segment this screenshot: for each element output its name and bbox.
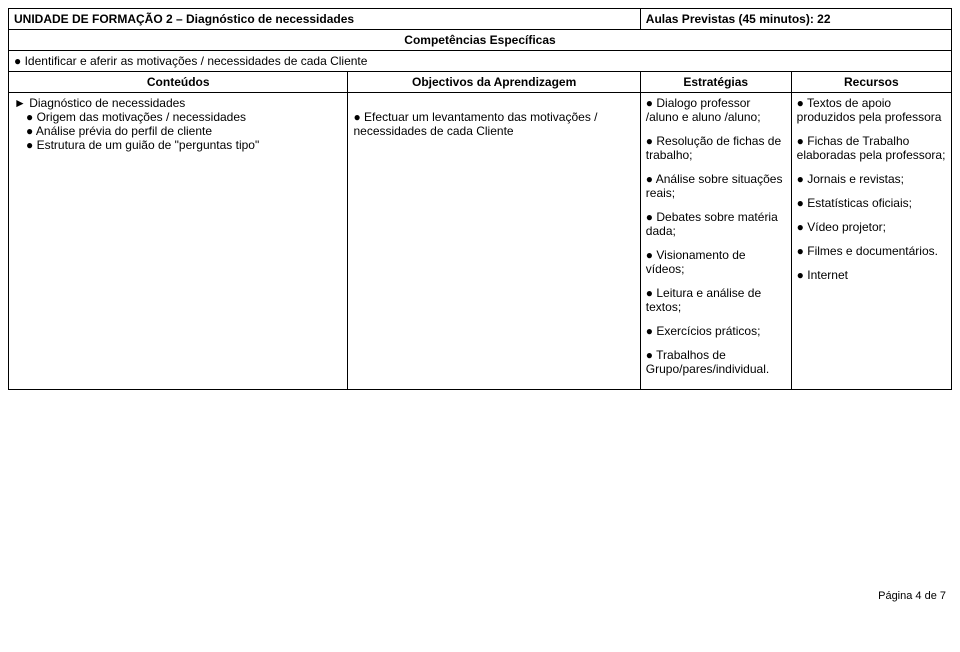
main-table: UNIDADE DE FORMAÇÃO 2 – Diagnóstico de n…	[8, 8, 952, 390]
objetivos-item: ● Efectuar um levantamento das motivaçõe…	[353, 110, 634, 138]
recursos-item: ● Vídeo projetor;	[797, 220, 946, 234]
estrategias-item: ● Resolução de fichas de trabalho;	[646, 134, 786, 162]
conteudos-item: ● Estrutura de um guião de "perguntas ti…	[26, 138, 342, 152]
col-conteudos: Conteúdos	[9, 72, 348, 93]
estrategias-item: ● Visionamento de vídeos;	[646, 248, 786, 276]
estrategias-item: ● Trabalhos de Grupo/pares/individual.	[646, 348, 786, 376]
estrategias-item: ● Análise sobre situações reais;	[646, 172, 786, 200]
estrategias-cell: ● Dialogo professor /aluno e aluno /alun…	[640, 93, 791, 390]
recursos-item: ● Estatísticas oficiais;	[797, 196, 946, 210]
recursos-item: ● Textos de apoio produzidos pela profes…	[797, 96, 946, 124]
conteudos-cell: ► Diagnóstico de necessidades ● Origem d…	[9, 93, 348, 390]
recursos-item: ● Fichas de Trabalho elaboradas pela pro…	[797, 134, 946, 162]
estrategias-item: ● Dialogo professor /aluno e aluno /alun…	[646, 96, 786, 124]
recursos-item: ● Internet	[797, 268, 946, 282]
col-estrategias: Estratégias	[640, 72, 791, 93]
classes-count: Aulas Previstas (45 minutos): 22	[640, 9, 951, 30]
recursos-item: ● Filmes e documentários.	[797, 244, 946, 258]
recursos-item: ● Jornais e revistas;	[797, 172, 946, 186]
conteudos-item: ● Origem das motivações / necessidades	[26, 110, 342, 124]
recursos-cell: ● Textos de apoio produzidos pela profes…	[791, 93, 951, 390]
conteudos-main: ► Diagnóstico de necessidades	[14, 96, 342, 110]
unit-title: UNIDADE DE FORMAÇÃO 2 – Diagnóstico de n…	[9, 9, 641, 30]
estrategias-item: ● Exercícios práticos;	[646, 324, 786, 338]
estrategias-item: ● Leitura e análise de textos;	[646, 286, 786, 314]
objetivos-cell: ● Efectuar um levantamento das motivaçõe…	[348, 93, 640, 390]
conteudos-item: ● Análise prévia do perfil de cliente	[26, 124, 342, 138]
col-objetivos: Objectivos da Aprendizagem	[348, 72, 640, 93]
estrategias-item: ● Debates sobre matéria dada;	[646, 210, 786, 238]
competencies-text: ● Identificar e aferir as motivações / n…	[9, 51, 952, 72]
competencies-header: Competências Específicas	[9, 30, 952, 51]
col-recursos: Recursos	[791, 72, 951, 93]
page-footer: Página 4 de 7	[8, 590, 952, 602]
